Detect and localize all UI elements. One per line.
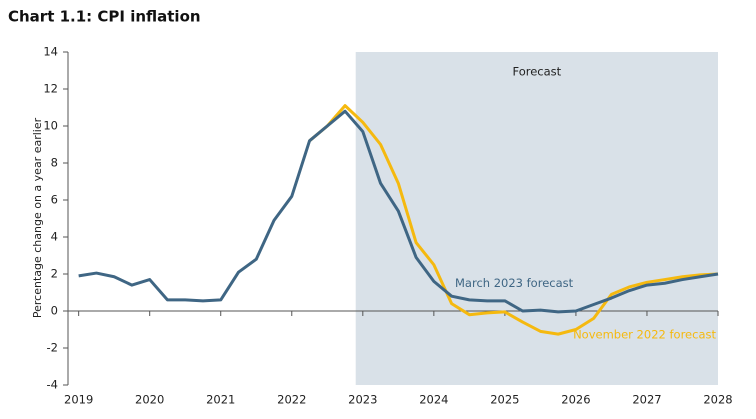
x-tick-label: 2023 [348, 393, 377, 407]
chart-title: Chart 1.1: CPI inflation [8, 8, 201, 26]
x-tick-label: 2026 [561, 393, 590, 407]
y-tick-label: 10 [43, 119, 58, 133]
x-tick-label: 2022 [277, 393, 306, 407]
y-tick-label: -4 [47, 378, 58, 392]
y-tick-label: -2 [47, 341, 58, 355]
x-tick-label: 2025 [490, 393, 519, 407]
y-tick-label: 4 [51, 230, 58, 244]
y-axis-label: Percentage change on a year earlier [31, 117, 44, 318]
x-tick-label: 2028 [703, 393, 732, 407]
series-label: March 2023 forecast [455, 276, 574, 290]
series-line [78, 109, 719, 314]
y-tick-label: 0 [51, 304, 58, 318]
forecast-label: Forecast [513, 65, 562, 79]
x-tick-label: 2027 [632, 393, 661, 407]
x-tick-label: 2019 [64, 393, 93, 407]
x-tick-label: 2020 [135, 393, 164, 407]
y-tick-label: 6 [51, 193, 58, 207]
y-tick-label: 2 [51, 267, 58, 281]
y-tick-label: 12 [43, 82, 58, 96]
x-tick-label: 2024 [419, 393, 448, 407]
y-tick-label: 14 [43, 45, 58, 59]
series-label: November 2022 forecast [573, 328, 716, 342]
y-tick-label: 8 [51, 156, 58, 170]
series-line [308, 104, 719, 336]
x-tick-label: 2021 [206, 393, 235, 407]
